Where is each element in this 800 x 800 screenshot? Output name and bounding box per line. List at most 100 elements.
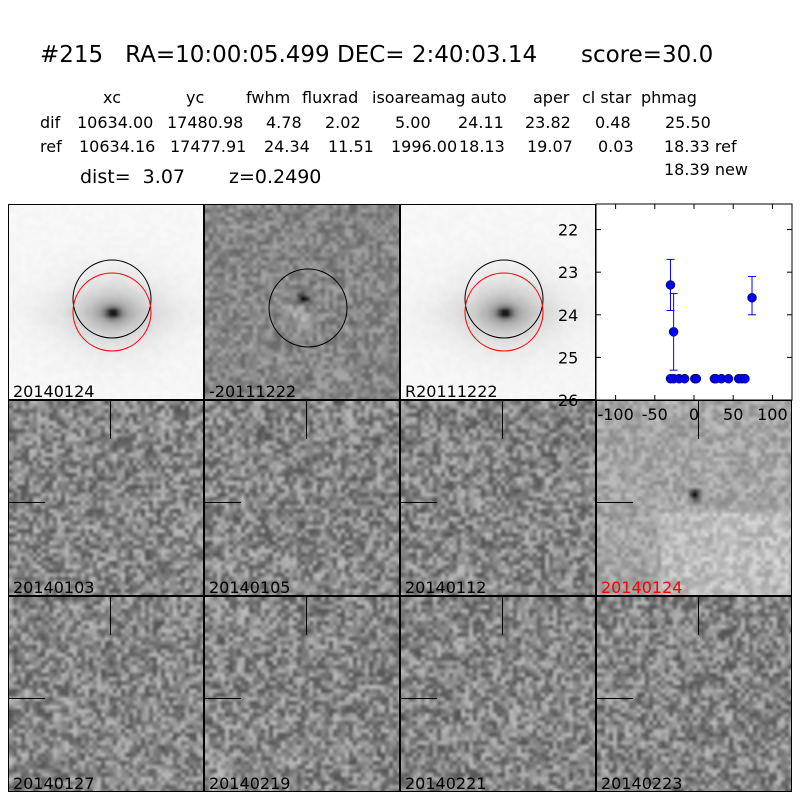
stamp-image (597, 597, 791, 791)
data-point (747, 292, 757, 303)
row-label-dif: dif (40, 113, 61, 132)
x-tick-label: 50 (723, 405, 743, 424)
dist-text: dist= 3.07 (80, 166, 185, 188)
dif-cell: 4.78 (266, 113, 302, 132)
crosshair-vertical (698, 401, 699, 439)
column-header: phmag (641, 88, 697, 107)
detection-circle (72, 272, 152, 352)
image-stamp: 20140219 (204, 596, 400, 792)
stamp-date-label: 20140124 (601, 578, 683, 596)
stamp-date-label: 20140105 (209, 578, 291, 596)
plot-area (595, 203, 793, 401)
reference-circle (464, 259, 544, 339)
ref-cell: 19.07 (527, 137, 573, 156)
dif-cell: 25.50 (665, 113, 711, 132)
stamp-date-label: -20111222 (209, 382, 297, 400)
stamp-date-label: 20140127 (13, 774, 95, 792)
image-stamp: 20140223 (596, 596, 792, 792)
dif-cell: 2.02 (325, 113, 361, 132)
data-point (665, 280, 676, 290)
column-header: xc (103, 88, 121, 107)
y-tick-label: 25 (558, 348, 578, 367)
stamp-image (9, 401, 203, 595)
aperture-circle (268, 268, 348, 348)
image-stamp: 20140103 (8, 400, 204, 596)
ref-cell: 24.34 (264, 137, 310, 156)
x-tick-label: -50 (642, 405, 668, 424)
data-point (668, 327, 679, 337)
crosshair-vertical (502, 597, 503, 635)
page-title: #215 RA=10:00:05.499 DEC= 2:40:03.14 sco… (40, 42, 714, 68)
crosshair-horizontal (9, 502, 45, 503)
dif-cell: 24.11 (458, 113, 504, 132)
crosshair-vertical (698, 597, 699, 635)
column-header: isoarea (372, 88, 431, 107)
column-header: mag auto (430, 88, 507, 107)
x-tick-label: 100 (757, 405, 788, 424)
ref-cell: 18.13 (459, 137, 505, 156)
stamp-date-label: 20140223 (601, 774, 683, 792)
crosshair-horizontal (9, 698, 45, 699)
ref-cell: 1996.00 (391, 137, 458, 156)
stamp-image (401, 401, 595, 595)
crosshair-horizontal (205, 698, 241, 699)
stamp-date-label: 20140103 (13, 578, 95, 596)
redshift-text: z=0.2490 (229, 166, 322, 188)
ref-cell: 0.03 (598, 137, 634, 156)
stamp-date-label: 20140219 (209, 774, 291, 792)
crosshair-horizontal (597, 698, 633, 699)
ref-cell: 11.51 (328, 137, 374, 156)
ref-cell: 17477.91 (170, 137, 247, 156)
x-tick-label: 0 (689, 405, 699, 424)
image-stamp: 20140127 (8, 596, 204, 792)
image-stamp: 20140221 (400, 596, 596, 792)
image-stamp: -20111222 (204, 204, 400, 400)
crosshair-horizontal (401, 502, 437, 503)
column-header: aper (533, 88, 570, 107)
column-header: fluxrad (302, 88, 359, 107)
stamp-image (401, 597, 595, 791)
crosshair-vertical (306, 597, 307, 635)
detection-circle (464, 272, 544, 352)
y-tick-label: 22 (558, 221, 578, 240)
dif-cell: 10634.00 (77, 113, 154, 132)
crosshair-horizontal (205, 502, 241, 503)
ref-cell: 10634.16 (79, 137, 156, 156)
crosshair-horizontal (401, 698, 437, 699)
stamp-date-label: R20111222 (405, 382, 498, 400)
dif-cell: 5.00 (395, 113, 431, 132)
column-header: cl star (582, 88, 632, 107)
stamp-image (205, 401, 399, 595)
stamp-date-label: 20140124 (13, 382, 95, 400)
image-stamp: R20111222 (400, 204, 596, 400)
column-header: yc (186, 88, 205, 107)
new-mag-text: 18.39 new (664, 160, 748, 179)
dif-cell: 0.48 (595, 113, 631, 132)
crosshair-vertical (110, 597, 111, 635)
stamp-image (9, 597, 203, 791)
column-header: fwhm (246, 88, 291, 107)
stamp-date-label: 20140221 (405, 774, 487, 792)
image-stamp: 20140105 (204, 400, 400, 596)
y-tick-label: 24 (558, 306, 578, 325)
stamp-image (205, 205, 399, 399)
stamp-image (401, 205, 595, 399)
image-stamp: 20140112 (400, 400, 596, 596)
stamp-image (597, 401, 791, 595)
dif-cell: 23.82 (525, 113, 571, 132)
crosshair-vertical (502, 401, 503, 439)
stamp-image (9, 205, 203, 399)
row-label-ref: ref (40, 137, 62, 156)
crosshair-vertical (110, 401, 111, 439)
data-point (679, 373, 690, 384)
data-point (691, 373, 702, 384)
data-point (740, 373, 750, 384)
stamp-image (205, 597, 399, 791)
x-tick-label: -100 (597, 405, 633, 424)
lightcurve-chart: 22 23 24 25 26 -100 -50 0 50 100 (558, 203, 793, 424)
crosshair-vertical (306, 401, 307, 439)
dif-cell: 17480.98 (167, 113, 244, 132)
image-stamp: 20140124 (596, 400, 792, 596)
y-tick-label: 26 (558, 391, 578, 410)
data-point (723, 373, 734, 384)
